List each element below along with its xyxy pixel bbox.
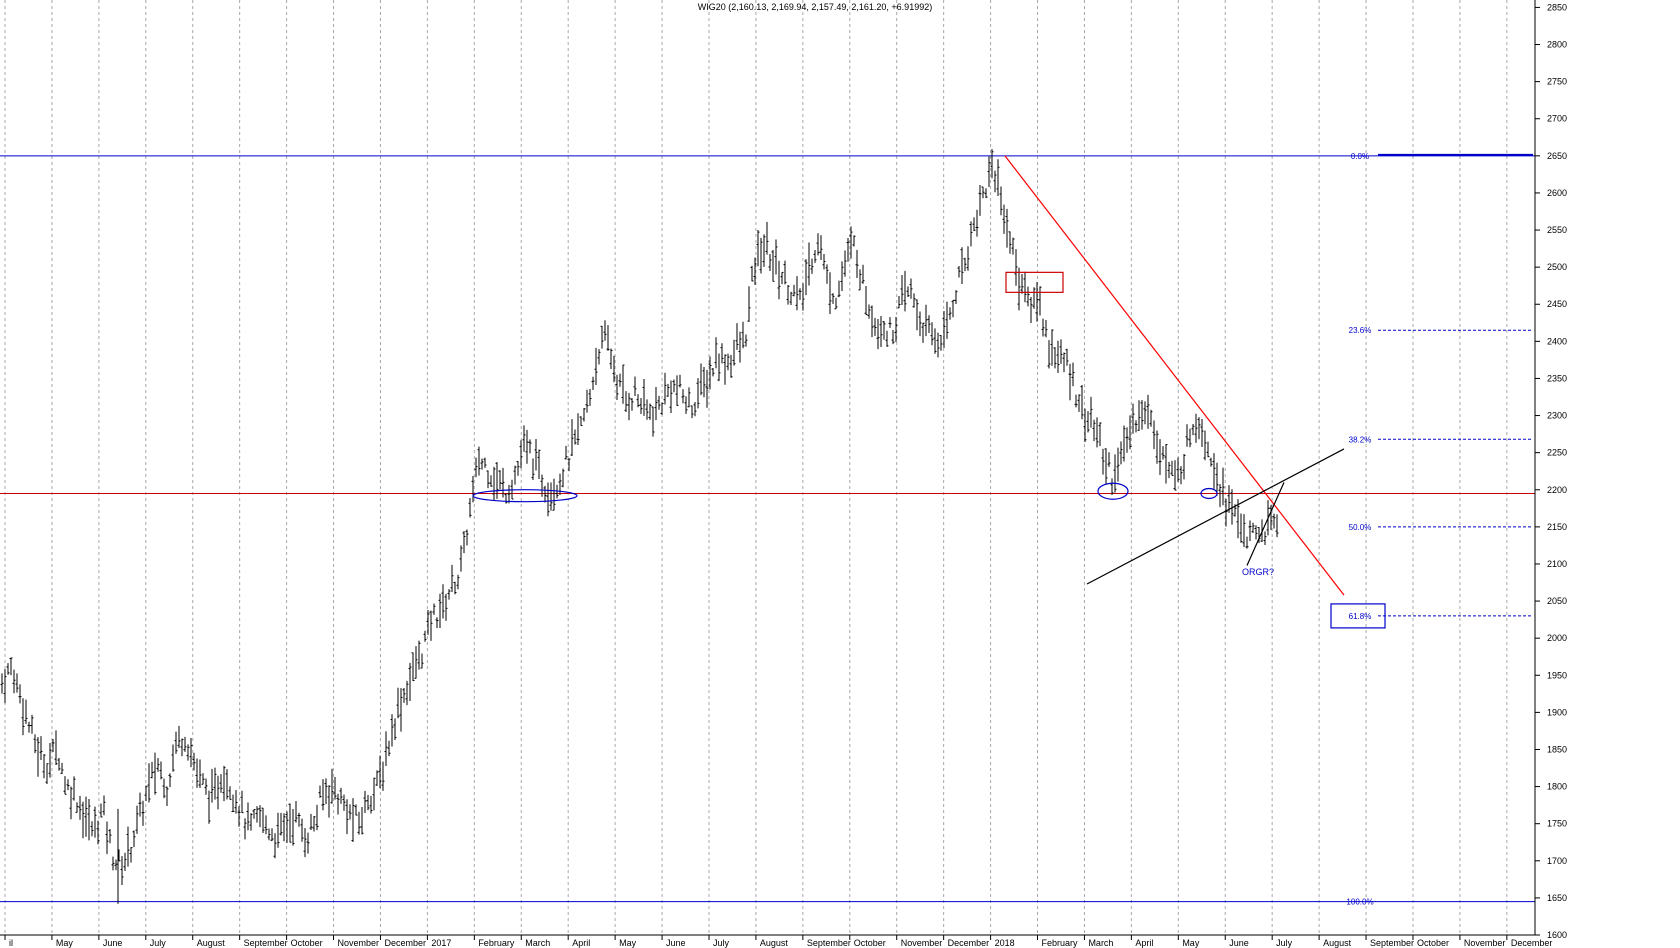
y-tick-label: 2400 <box>1547 336 1567 346</box>
x-tick-label: December <box>948 938 990 948</box>
y-tick-label: 1900 <box>1547 707 1567 717</box>
chart-title: WIG20 (2,160.13, 2,169.94, 2,157.49, 2,1… <box>698 2 932 12</box>
support-ellipse <box>1200 487 1218 500</box>
x-tick-label: October <box>1417 938 1449 948</box>
y-tick-label: 2550 <box>1547 225 1567 235</box>
x-tick-label: July <box>713 938 730 948</box>
x-tick-label: May <box>56 938 74 948</box>
y-tick-label: 2050 <box>1547 596 1567 606</box>
fib-level-label: 100.0% <box>1346 898 1373 907</box>
x-tick-label: March <box>1088 938 1113 948</box>
descending-trendline <box>1004 155 1345 596</box>
annotation-label: ORGR? <box>1242 567 1274 577</box>
support-ellipse <box>1097 482 1129 500</box>
y-tick-label: 2350 <box>1547 373 1567 383</box>
fib-level-label: 23.6% <box>1349 326 1372 335</box>
y-tick-label: 2000 <box>1547 633 1567 643</box>
x-tick-label: il <box>9 938 13 948</box>
x-tick-label: November <box>901 938 943 948</box>
x-tick-label: November <box>1464 938 1506 948</box>
x-tick-label: June <box>666 938 686 948</box>
x-tick-label: August <box>197 938 226 948</box>
x-tick-label: July <box>1276 938 1293 948</box>
x-tick-label: August <box>1323 938 1352 948</box>
y-tick-label: 1850 <box>1547 744 1567 754</box>
x-tick-label: April <box>572 938 590 948</box>
y-tick-label: 2450 <box>1547 299 1567 309</box>
support-ellipse <box>472 489 578 503</box>
x-tick-label: June <box>103 938 123 948</box>
price-bars <box>0 149 1279 904</box>
axes: il May June July August September October Novem… <box>0 0 1567 948</box>
y-tick-label: 2250 <box>1547 448 1567 458</box>
x-tick-label: September <box>807 938 851 948</box>
fib-target-box <box>1330 603 1386 629</box>
y-tick-label: 2800 <box>1547 40 1567 50</box>
x-tick-label: May <box>1182 938 1200 948</box>
rising-trendline <box>1086 448 1345 585</box>
y-tick-label: 2700 <box>1547 114 1567 124</box>
y-tick-label: 2300 <box>1547 411 1567 421</box>
y-tick-label: 2200 <box>1547 485 1567 495</box>
x-tick-label: May <box>619 938 637 948</box>
y-tick-label: 1950 <box>1547 670 1567 680</box>
y-tick-label: 1700 <box>1547 856 1567 866</box>
x-tick-label: February <box>1042 938 1079 948</box>
x-tick-label: December <box>1511 938 1553 948</box>
y-tick-label: 2150 <box>1547 522 1567 532</box>
y-tick-label: 2500 <box>1547 262 1567 272</box>
fib-level-label: 0.0% <box>1351 152 1369 161</box>
y-tick-label: 2750 <box>1547 77 1567 87</box>
fib-level-label: 50.0% <box>1349 523 1372 532</box>
y-tick-label: 1600 <box>1547 930 1567 940</box>
x-tick-label: November <box>338 938 380 948</box>
x-tick-label: October <box>854 938 886 948</box>
x-tick-label: April <box>1135 938 1153 948</box>
x-tick-label: August <box>760 938 789 948</box>
y-tick-label: 2100 <box>1547 559 1567 569</box>
wedge-line <box>1246 482 1285 566</box>
x-tick-label: 2017 <box>431 938 451 948</box>
y-tick-label: 1650 <box>1547 893 1567 903</box>
x-tick-label: September <box>1370 938 1414 948</box>
fib-level-label: 61.8% <box>1349 612 1372 621</box>
x-tick-label: September <box>244 938 288 948</box>
x-tick-label: March <box>525 938 550 948</box>
x-tick-label: June <box>1229 938 1249 948</box>
y-tick-label: 1800 <box>1547 782 1567 792</box>
y-tick-label: 1750 <box>1547 819 1567 829</box>
x-tick-label: 2018 <box>995 938 1015 948</box>
fibonacci-levels: 0.0% 23.6% 38.2% 50.0% 61.8% 100.0% <box>1330 152 1533 907</box>
drawn-annotations: ORGR? <box>472 155 1345 596</box>
x-tick-label: July <box>150 938 167 948</box>
x-tick-label: October <box>291 938 323 948</box>
y-tick-label: 2600 <box>1547 188 1567 198</box>
x-tick-label: December <box>384 938 426 948</box>
y-tick-label: 2850 <box>1547 2 1567 12</box>
gap-box <box>1005 271 1064 293</box>
x-tick-label: February <box>478 938 515 948</box>
fib-level-label: 38.2% <box>1349 435 1372 444</box>
y-tick-label: 2650 <box>1547 151 1567 161</box>
